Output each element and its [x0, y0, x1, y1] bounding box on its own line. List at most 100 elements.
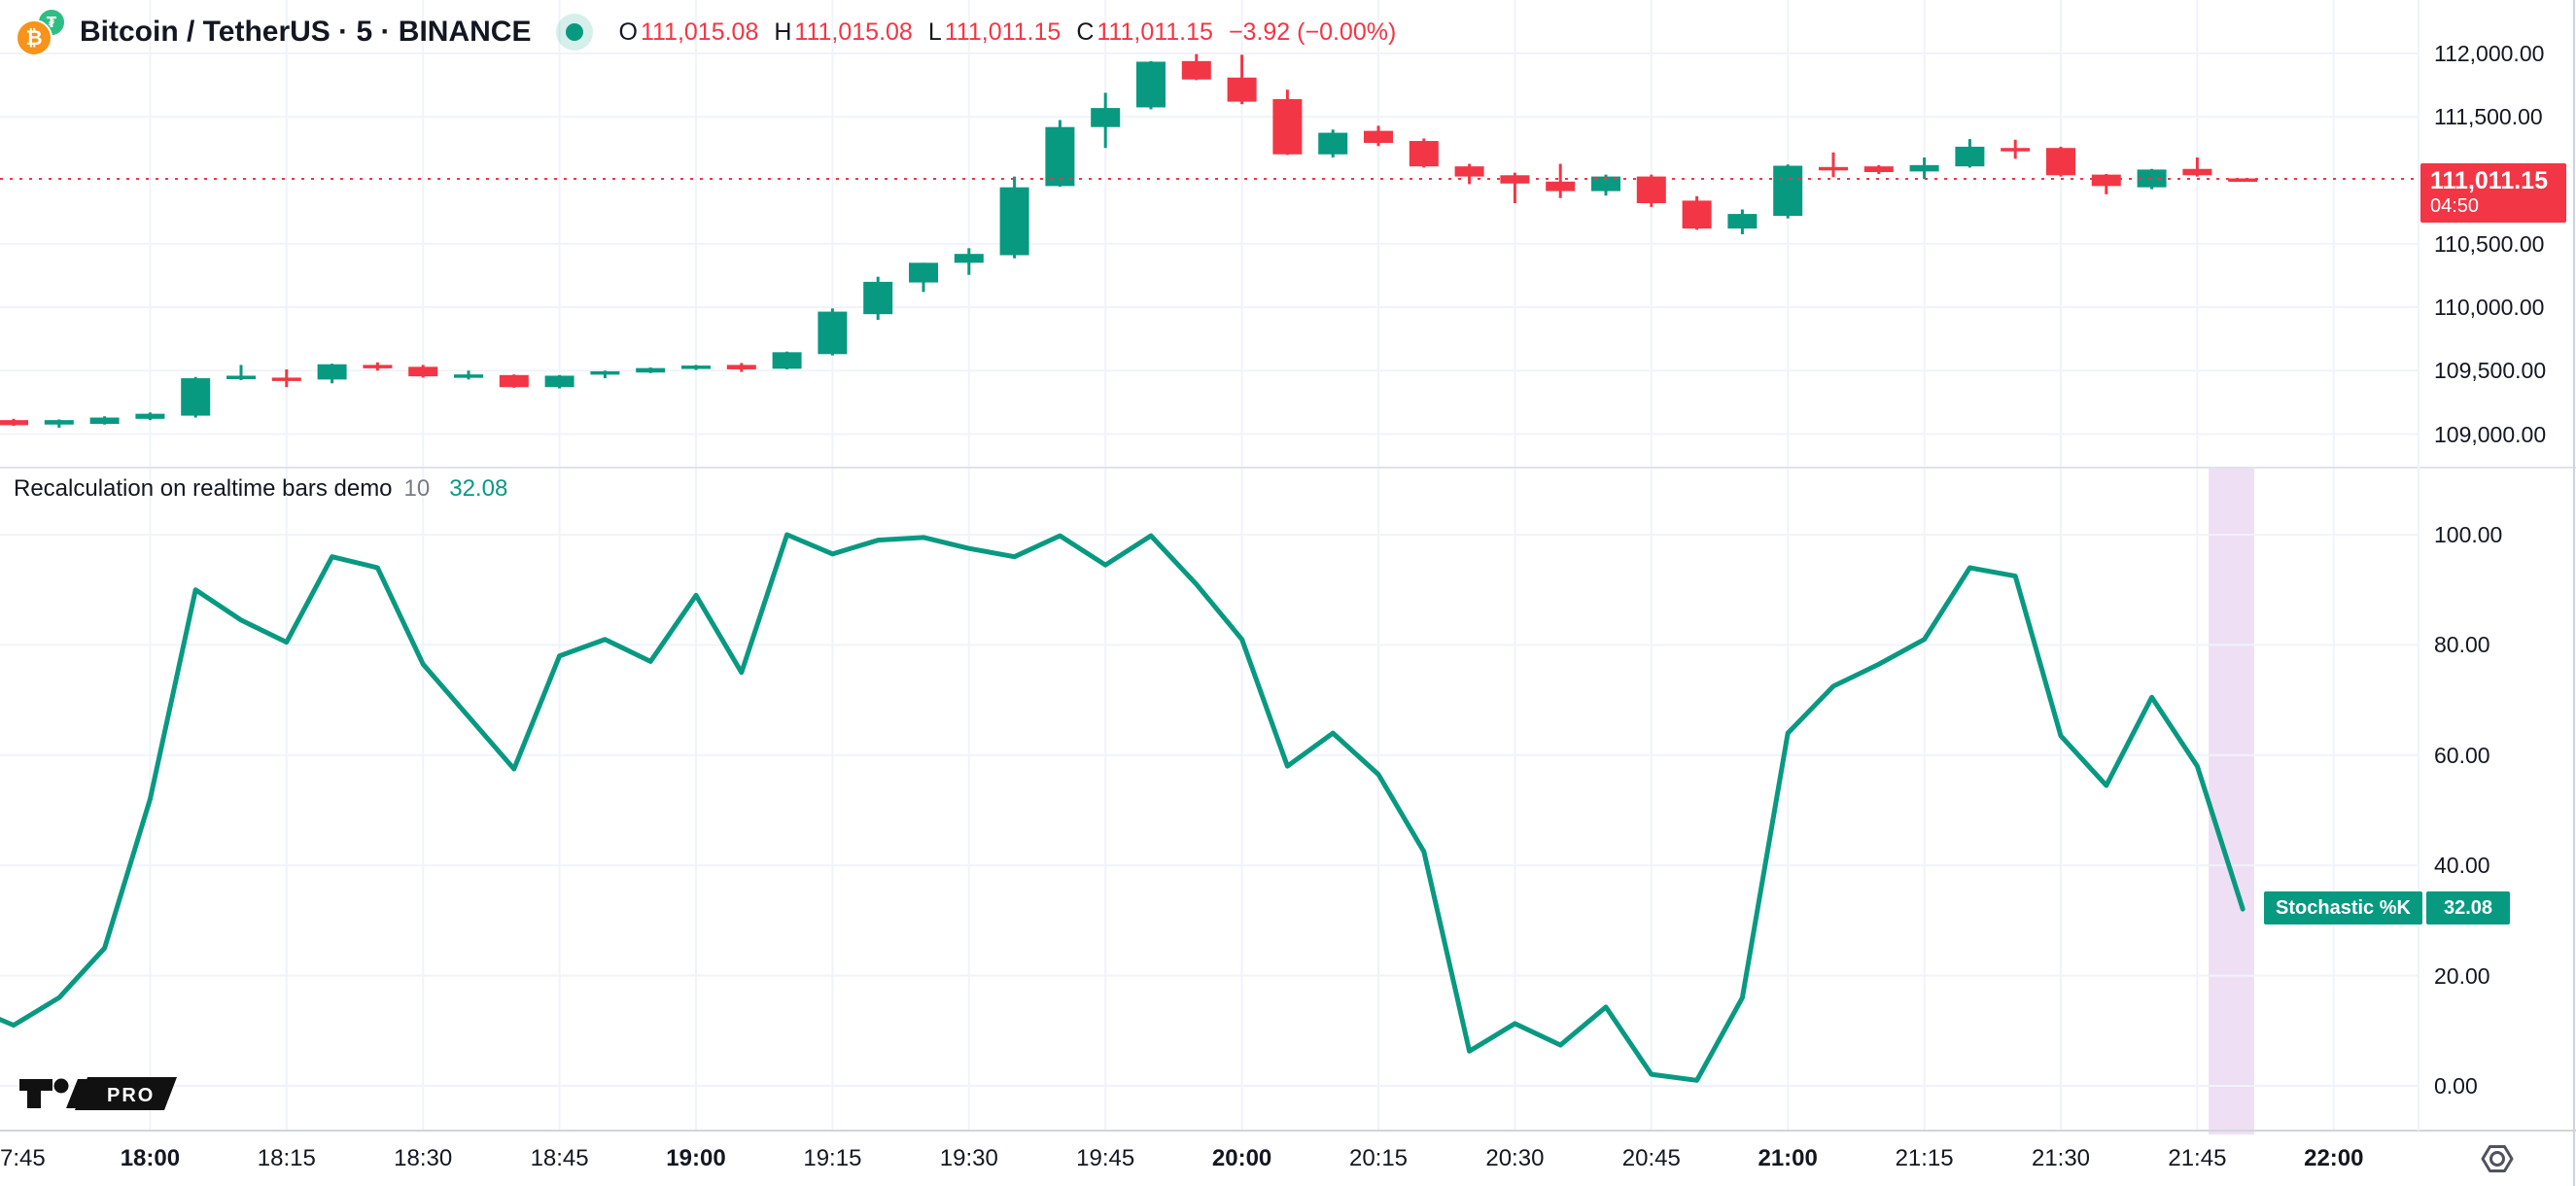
candle-18:05 [181, 378, 211, 416]
candle-20:10 [1318, 132, 1348, 155]
candle-20:00 [1227, 77, 1257, 102]
symbol-header: ₮ ₿ Bitcoin / TetherUS · 5 · BINANCE O 11… [16, 8, 1396, 56]
low-label: L [927, 17, 942, 46]
time-axis-tick: 21:15 [1895, 1145, 1954, 1171]
candle-19:55 [1181, 60, 1211, 80]
stochastic-value-badge: 32.08 [2426, 891, 2510, 924]
time-axis-tick: 21:00 [1758, 1145, 1818, 1171]
price-axis-tick: 109,500.00 [2434, 358, 2547, 384]
time-axis-tick: 18:45 [530, 1145, 589, 1171]
candle-19:05 [726, 365, 756, 369]
time-axis-tick: 19:15 [803, 1145, 862, 1171]
high-value: 111,015.08 [794, 17, 913, 46]
candle-21:15 [1909, 164, 1939, 172]
candle-20:20 [1409, 141, 1439, 167]
candle-18:45 [544, 375, 574, 388]
candle-20:15 [1364, 130, 1393, 144]
candle-21:50 [2228, 178, 2258, 183]
candle-18:00 [135, 413, 165, 419]
price-axis-tick: 110,500.00 [2434, 230, 2545, 257]
candle-20:30 [1500, 175, 1530, 184]
realtime-highlight-band [2209, 468, 2254, 1134]
time-axis-tick: 21:45 [2168, 1145, 2227, 1171]
time-axis-tick: 21:30 [2031, 1145, 2091, 1171]
candle-21:40 [2137, 169, 2167, 188]
candle-19:45 [1091, 108, 1121, 127]
close-label: C [1076, 17, 1095, 46]
candle-21:05 [1819, 166, 1848, 171]
pro-label: PRO [107, 1085, 155, 1106]
change-value: −3.92 (−0.00%) [1228, 17, 1397, 46]
symbol-title[interactable]: Bitcoin / TetherUS · 5 · BINANCE [80, 16, 532, 48]
indicator-axis-tick: 40.00 [2434, 853, 2490, 879]
bitcoin-logo-icon: ₿ [16, 19, 52, 56]
candle-19:00 [681, 366, 711, 369]
candle-18:30 [408, 366, 438, 377]
candle-19:15 [818, 311, 848, 355]
candle-19:25 [909, 262, 938, 283]
candle-19:10 [772, 352, 802, 369]
candle-21:30 [2046, 148, 2075, 176]
candle-18:25 [363, 365, 393, 368]
tradingview-pro-logo[interactable]: PRO [17, 1067, 181, 1121]
time-axis-tick: 7:45 [0, 1145, 46, 1171]
price-axis-tick: 109,000.00 [2434, 421, 2547, 447]
stochastic-line [0, 532, 2245, 1083]
time-axis-tick: 22:00 [2304, 1145, 2364, 1171]
candle-19:50 [1136, 61, 1166, 108]
open-label: O [618, 17, 638, 46]
candle-20:45 [1636, 176, 1666, 203]
price-axis-tick: 110,000.00 [2434, 295, 2545, 320]
indicator-axis-tick: 20.00 [2434, 962, 2490, 989]
time-axis-tick: 19:00 [666, 1145, 726, 1171]
candle-20:40 [1591, 176, 1620, 192]
price-axis-tick: 111,500.00 [2434, 104, 2543, 130]
stochastic-series-badge: Stochastic %K [2264, 891, 2422, 924]
candle-20:35 [1546, 181, 1576, 192]
candle-21:45 [2182, 168, 2212, 176]
indicator-axis-tick: 100.00 [2434, 522, 2503, 547]
candle-18:50 [590, 370, 620, 375]
high-label: H [774, 17, 792, 46]
candle-19:20 [863, 281, 893, 315]
bar-countdown: 04:50 [2430, 195, 2480, 217]
candle-18:40 [499, 374, 529, 388]
candle-21:20 [1955, 146, 1985, 167]
time-axis-tick: 18:00 [120, 1145, 181, 1171]
candle-19:40 [1045, 126, 1075, 187]
last-price-badge: 111,011.15 04:50 [2420, 163, 2566, 223]
time-axis-tick: 20:15 [1348, 1145, 1409, 1171]
candle-18:55 [636, 367, 666, 373]
price-axis-tick: 112,000.00 [2434, 41, 2545, 66]
indicator-axis-tick: 0.00 [2434, 1073, 2478, 1099]
tradingview-logo-icon [19, 1079, 52, 1108]
indicator-axis-tick: 80.00 [2434, 632, 2490, 658]
ohlc-readout: O 111,015.08 H 111,015.08 L 111,011.15 C 111… [618, 18, 1396, 47]
time-axis-tick: 18:30 [394, 1145, 453, 1171]
indicator-title-row[interactable]: Recalculation on realtime bars demo 10 3… [14, 475, 507, 503]
time-axis-tick: 19:45 [1076, 1145, 1135, 1171]
candle-19:35 [999, 187, 1029, 256]
candle-20:55 [1727, 214, 1758, 229]
candle-17:45 [0, 420, 28, 426]
low-value: 111,011.15 [944, 17, 1062, 46]
indicator-axis-tick: 60.00 [2434, 742, 2490, 768]
indicator-parameter: 10 [403, 475, 431, 502]
candle-17:55 [89, 417, 120, 425]
candle-21:25 [2001, 148, 2031, 152]
candle-18:15 [271, 377, 301, 381]
axis-settings-gear-icon[interactable] [2477, 1139, 2518, 1185]
candle-20:50 [1682, 200, 1712, 229]
candle-20:05 [1272, 98, 1303, 155]
candle-21:10 [1863, 166, 1894, 173]
realtime-status-dot-icon [556, 14, 594, 51]
bitcoin-tether-pair-logo-icon: ₮ ₿ [16, 8, 68, 56]
time-axis-tick: 18:15 [257, 1145, 316, 1171]
time-axis-tick: 20:45 [1621, 1145, 1681, 1171]
candle-18:20 [317, 364, 347, 380]
indicator-name: Recalculation on realtime bars demo [14, 475, 393, 502]
indicator-value: 32.08 [449, 475, 508, 502]
candle-19:30 [954, 254, 984, 263]
open-value: 111,015.08 [640, 17, 759, 46]
